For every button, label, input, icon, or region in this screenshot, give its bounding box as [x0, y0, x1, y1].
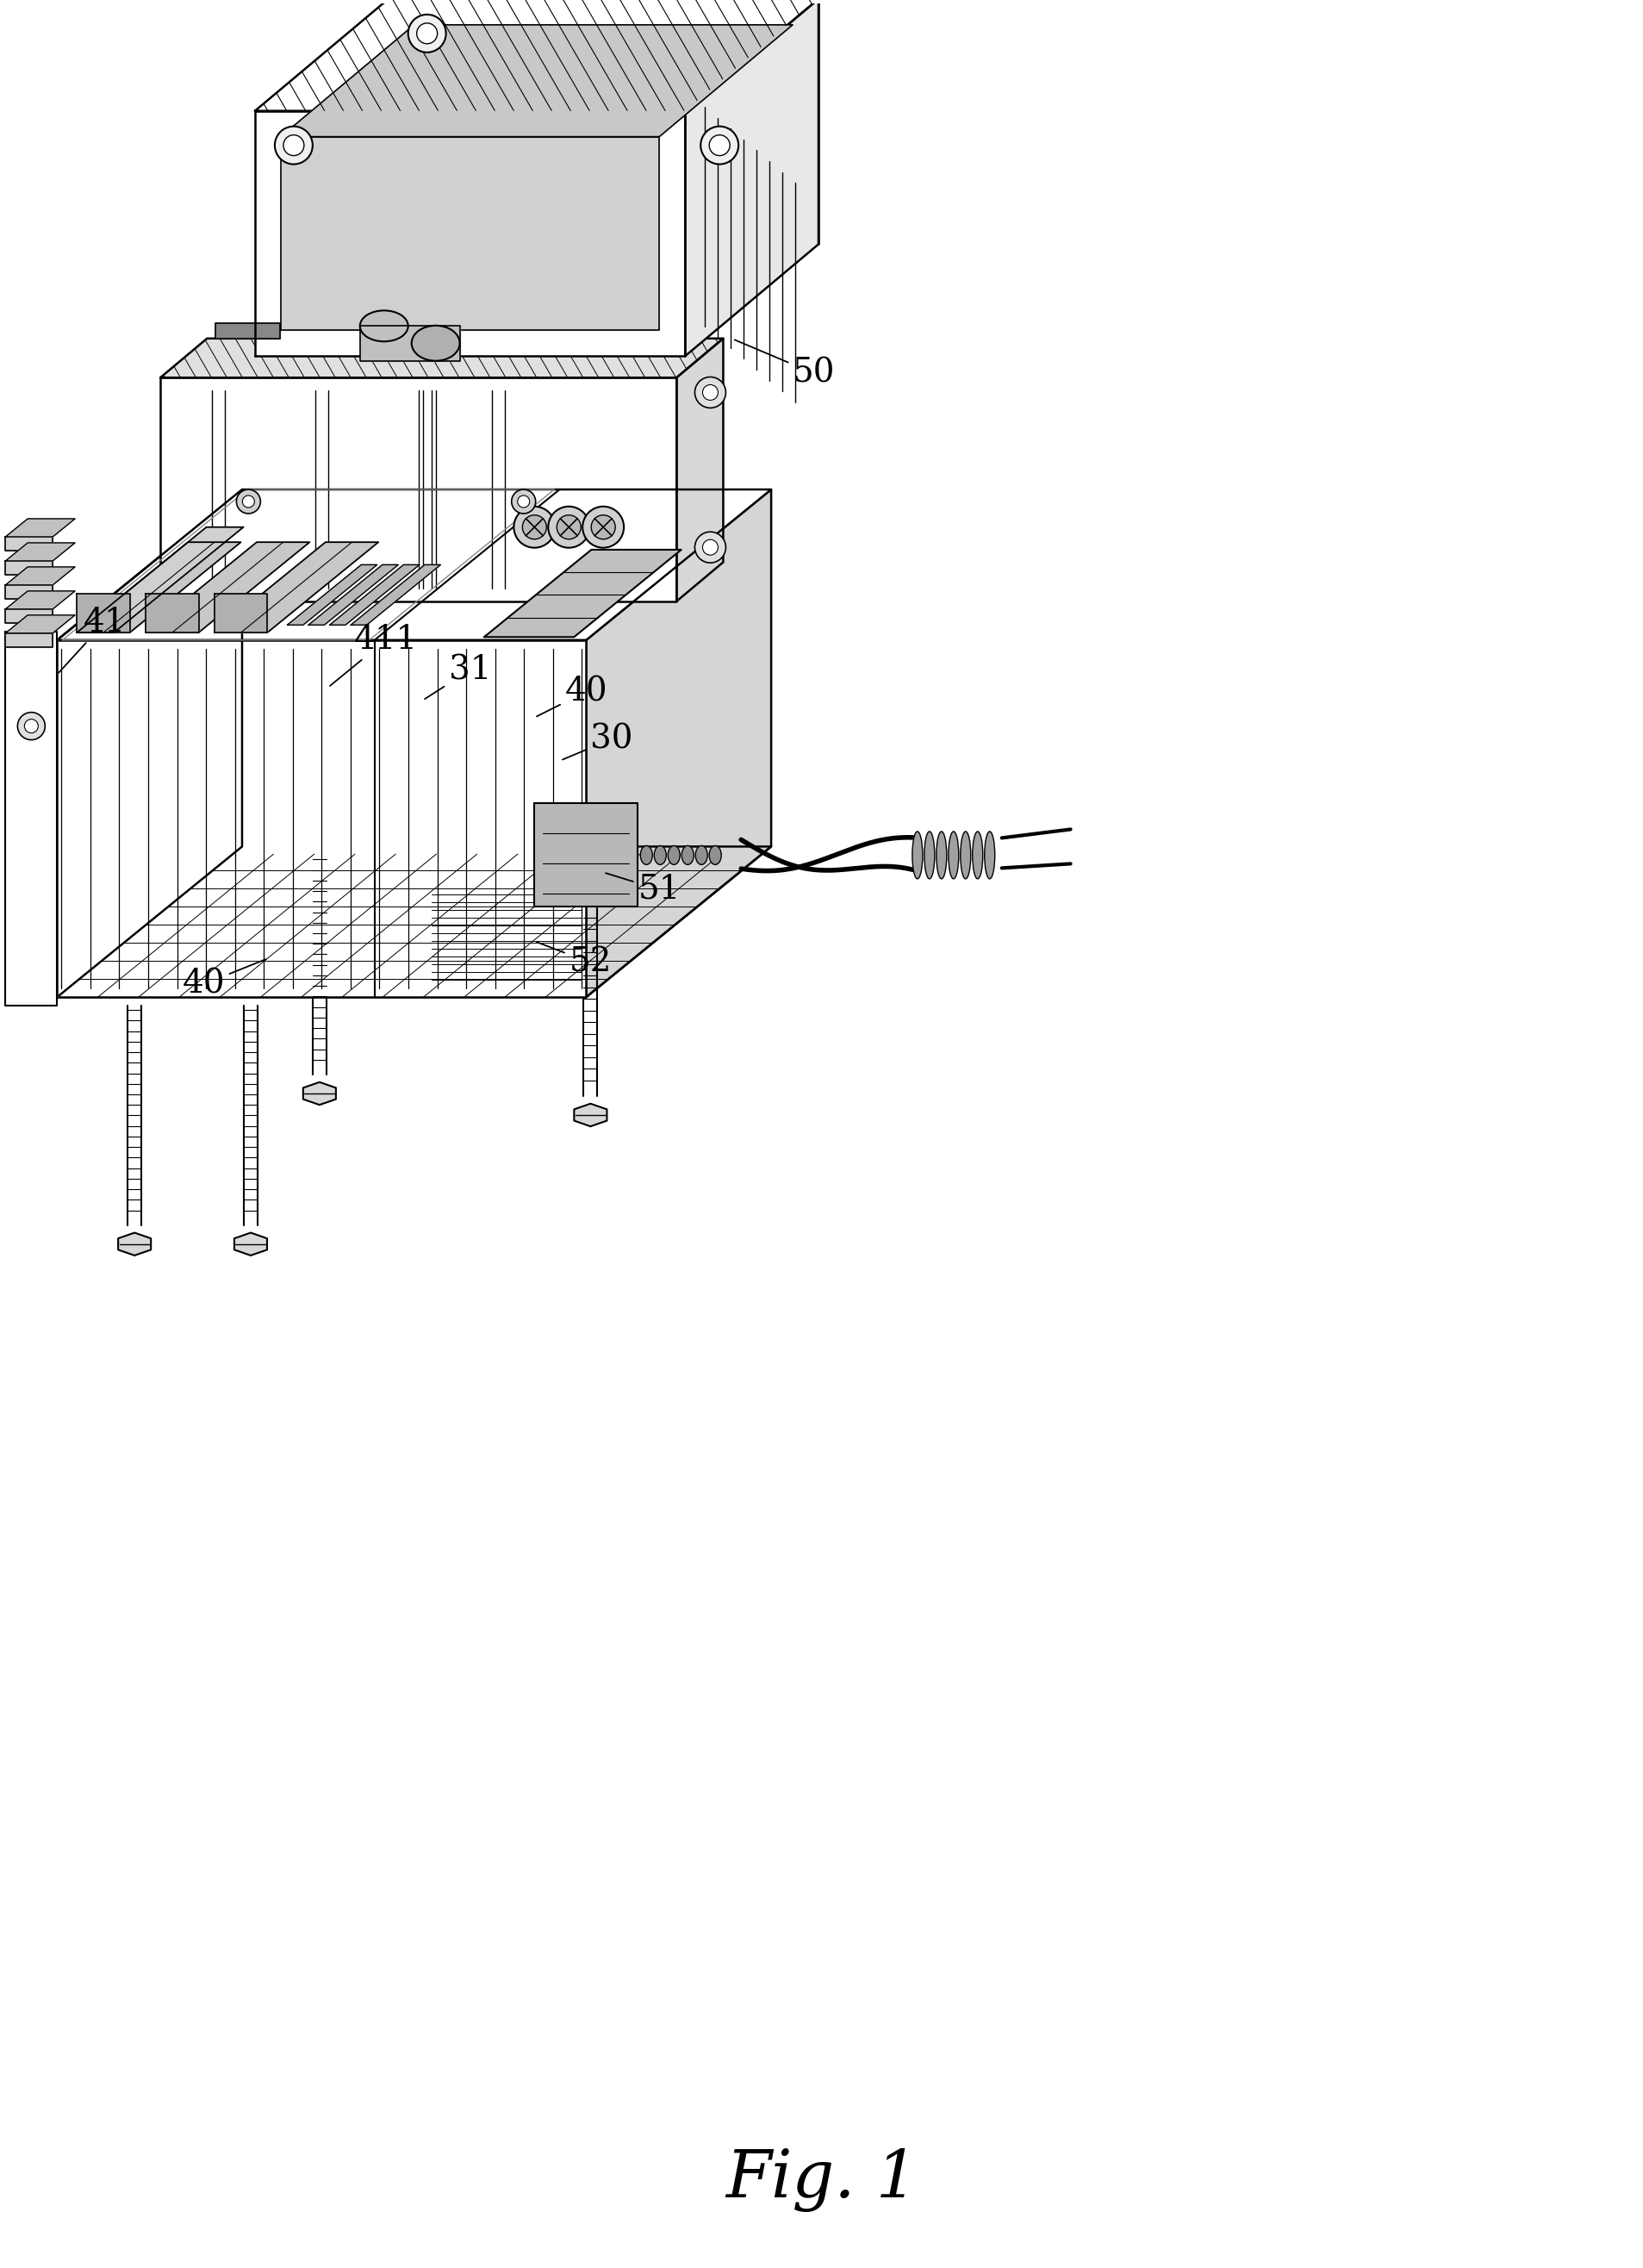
Circle shape: [417, 23, 437, 43]
Circle shape: [702, 386, 718, 399]
Ellipse shape: [923, 832, 935, 878]
Circle shape: [283, 136, 304, 156]
Ellipse shape: [360, 311, 407, 342]
Text: 411: 411: [330, 624, 417, 685]
Text: Fig. 1: Fig. 1: [725, 2148, 918, 2211]
Polygon shape: [329, 565, 419, 626]
Polygon shape: [483, 549, 680, 637]
Circle shape: [557, 515, 580, 540]
Circle shape: [514, 506, 555, 549]
Text: 30: 30: [562, 723, 633, 760]
Circle shape: [25, 719, 38, 733]
Circle shape: [18, 712, 44, 739]
Polygon shape: [58, 490, 242, 998]
Text: 41: 41: [59, 608, 125, 674]
Polygon shape: [161, 376, 677, 601]
Polygon shape: [214, 542, 378, 633]
Circle shape: [511, 490, 536, 513]
Text: 51: 51: [605, 873, 680, 905]
Polygon shape: [587, 490, 771, 998]
Circle shape: [274, 127, 312, 163]
Polygon shape: [360, 327, 460, 361]
Polygon shape: [5, 592, 76, 610]
Polygon shape: [5, 560, 53, 574]
Ellipse shape: [411, 327, 460, 361]
Ellipse shape: [937, 832, 946, 878]
Polygon shape: [235, 1234, 266, 1256]
Polygon shape: [281, 25, 792, 136]
Circle shape: [407, 14, 445, 52]
Polygon shape: [77, 542, 242, 633]
Polygon shape: [5, 631, 58, 1005]
Ellipse shape: [912, 832, 922, 878]
Ellipse shape: [984, 832, 994, 878]
Polygon shape: [58, 490, 771, 640]
Ellipse shape: [654, 846, 665, 864]
Polygon shape: [309, 565, 398, 626]
Polygon shape: [5, 542, 76, 560]
Polygon shape: [534, 803, 637, 907]
Polygon shape: [255, 0, 818, 111]
Ellipse shape: [667, 846, 680, 864]
Text: 40: 40: [182, 959, 266, 1000]
Circle shape: [582, 506, 624, 549]
Polygon shape: [5, 519, 76, 538]
Polygon shape: [5, 610, 53, 624]
Polygon shape: [146, 594, 199, 633]
Circle shape: [591, 515, 614, 540]
Polygon shape: [255, 111, 685, 356]
Ellipse shape: [948, 832, 958, 878]
Polygon shape: [118, 1234, 151, 1256]
Polygon shape: [281, 136, 659, 331]
Polygon shape: [350, 565, 440, 626]
Polygon shape: [5, 567, 76, 585]
Ellipse shape: [695, 846, 706, 864]
Polygon shape: [302, 1082, 335, 1105]
Circle shape: [700, 127, 738, 163]
Polygon shape: [288, 565, 376, 626]
Polygon shape: [5, 585, 53, 599]
Polygon shape: [77, 594, 130, 633]
Polygon shape: [255, 0, 818, 111]
Circle shape: [708, 136, 729, 156]
Polygon shape: [58, 640, 587, 998]
Ellipse shape: [641, 846, 652, 864]
Polygon shape: [146, 542, 309, 633]
Polygon shape: [5, 615, 76, 633]
Text: 40: 40: [537, 676, 608, 717]
Ellipse shape: [708, 846, 721, 864]
Circle shape: [242, 494, 255, 508]
Polygon shape: [214, 594, 268, 633]
Polygon shape: [5, 538, 53, 551]
Ellipse shape: [973, 832, 983, 878]
Circle shape: [547, 506, 590, 549]
Circle shape: [695, 376, 726, 408]
Polygon shape: [677, 338, 723, 601]
Text: 50: 50: [734, 340, 835, 390]
Polygon shape: [58, 846, 771, 998]
Polygon shape: [77, 526, 243, 633]
Polygon shape: [5, 633, 53, 646]
Polygon shape: [161, 338, 723, 376]
Polygon shape: [685, 0, 818, 356]
Circle shape: [237, 490, 260, 513]
Circle shape: [518, 494, 529, 508]
Text: 31: 31: [424, 653, 491, 699]
Circle shape: [522, 515, 545, 540]
Circle shape: [702, 540, 718, 556]
Polygon shape: [573, 1105, 606, 1127]
Polygon shape: [215, 322, 279, 338]
Text: 52: 52: [537, 941, 611, 980]
Ellipse shape: [960, 832, 971, 878]
Polygon shape: [161, 338, 723, 376]
Circle shape: [695, 531, 726, 562]
Ellipse shape: [682, 846, 693, 864]
